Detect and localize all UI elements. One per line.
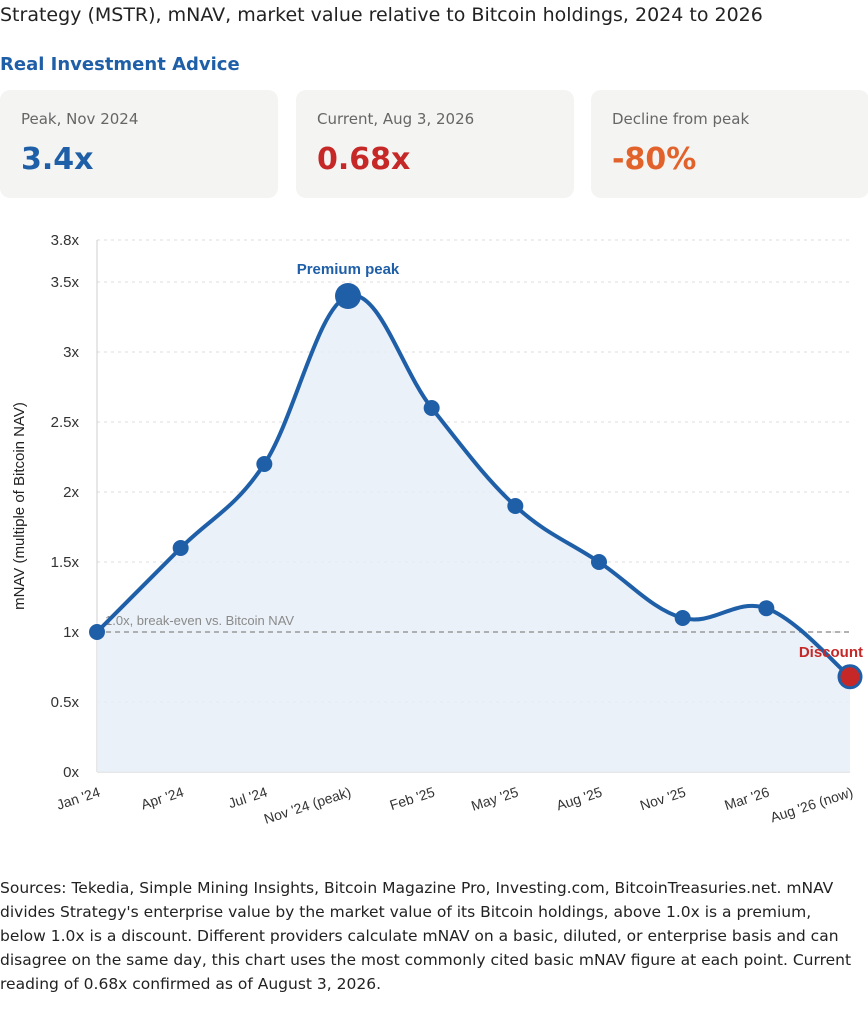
x-tick-label: Feb '25 <box>388 784 437 814</box>
sources-notes: Sources: Tekedia, Simple Mining Insights… <box>0 879 852 993</box>
kpi-value: -80% <box>612 142 697 177</box>
y-tick-label: 3.5x <box>51 274 80 291</box>
data-point <box>758 600 775 617</box>
kpi-label: Peak, Nov 2024 <box>21 110 139 128</box>
kpi-card-peak: Peak, Nov 2024 3.4x <box>0 90 278 198</box>
data-point <box>591 554 607 570</box>
annotation-discount: Discount <box>799 644 863 661</box>
annotation-premium-peak: Premium peak <box>297 261 400 278</box>
mnav-chart: 0x 0.5x 1x 1.5x 2x 2.5x 3x 3.5x 3.8x mNAV (multip… <box>11 232 863 827</box>
x-tick-label: Aug '25 <box>554 784 604 814</box>
y-tick-label: 2.5x <box>51 414 80 431</box>
breakeven-reference-label: 1.0x, break-even vs. Bitcoin NAV <box>105 613 294 628</box>
data-point <box>507 498 524 514</box>
data-point <box>256 456 273 472</box>
y-axis-title: mNAV (multiple of Bitcoin NAV) <box>11 402 28 610</box>
data-point <box>172 540 189 556</box>
y-tick-label: 0.5x <box>51 694 80 711</box>
kpi-label: Decline from peak <box>612 110 750 128</box>
source-brand[interactable]: Real Investment Advice <box>0 54 240 75</box>
y-tick-label: 0x <box>63 764 79 781</box>
data-point <box>423 400 440 416</box>
series-line <box>95 293 852 679</box>
data-point <box>674 610 691 626</box>
kpi-card-decline: Decline from peak -80% <box>591 90 868 198</box>
data-point-current <box>837 664 863 690</box>
x-tick-label: Nov '25 <box>638 784 688 814</box>
x-tick-label: Mar '26 <box>722 784 771 814</box>
kpi-card-current: Current, Aug 3, 2026 0.68x <box>296 90 574 198</box>
y-tick-label: 1x <box>63 624 79 641</box>
area-fill <box>97 295 850 772</box>
x-tick-label: Aug '26 (now) <box>768 784 855 826</box>
kpi-value: 0.68x <box>317 142 411 177</box>
kpi-row: Peak, Nov 2024 3.4x Current, Aug 3, 2026… <box>0 90 868 198</box>
y-tick-label: 3x <box>63 344 79 361</box>
kpi-label: Current, Aug 3, 2026 <box>317 110 475 128</box>
y-tick-label: 1.5x <box>51 554 80 571</box>
data-point <box>89 624 105 640</box>
data-point-peak <box>335 283 361 309</box>
x-tick-label: May '25 <box>469 784 520 814</box>
x-tick-label: Nov '24 (peak) <box>262 784 353 827</box>
x-tick-label: Jan '24 <box>54 784 102 813</box>
y-tick-label: 3.8x <box>51 232 80 249</box>
y-tick-label: 2x <box>63 484 79 501</box>
kpi-value: 3.4x <box>21 142 94 177</box>
x-tick-label: Apr '24 <box>139 784 186 813</box>
x-tick-label: Jul '24 <box>226 784 269 812</box>
chart-title: Strategy (MSTR), mNAV, market value rela… <box>0 4 763 26</box>
chart-container: 0x 0.5x 1x 1.5x 2x 2.5x 3x 3.5x 3.8x mNAV (multip… <box>0 220 868 860</box>
